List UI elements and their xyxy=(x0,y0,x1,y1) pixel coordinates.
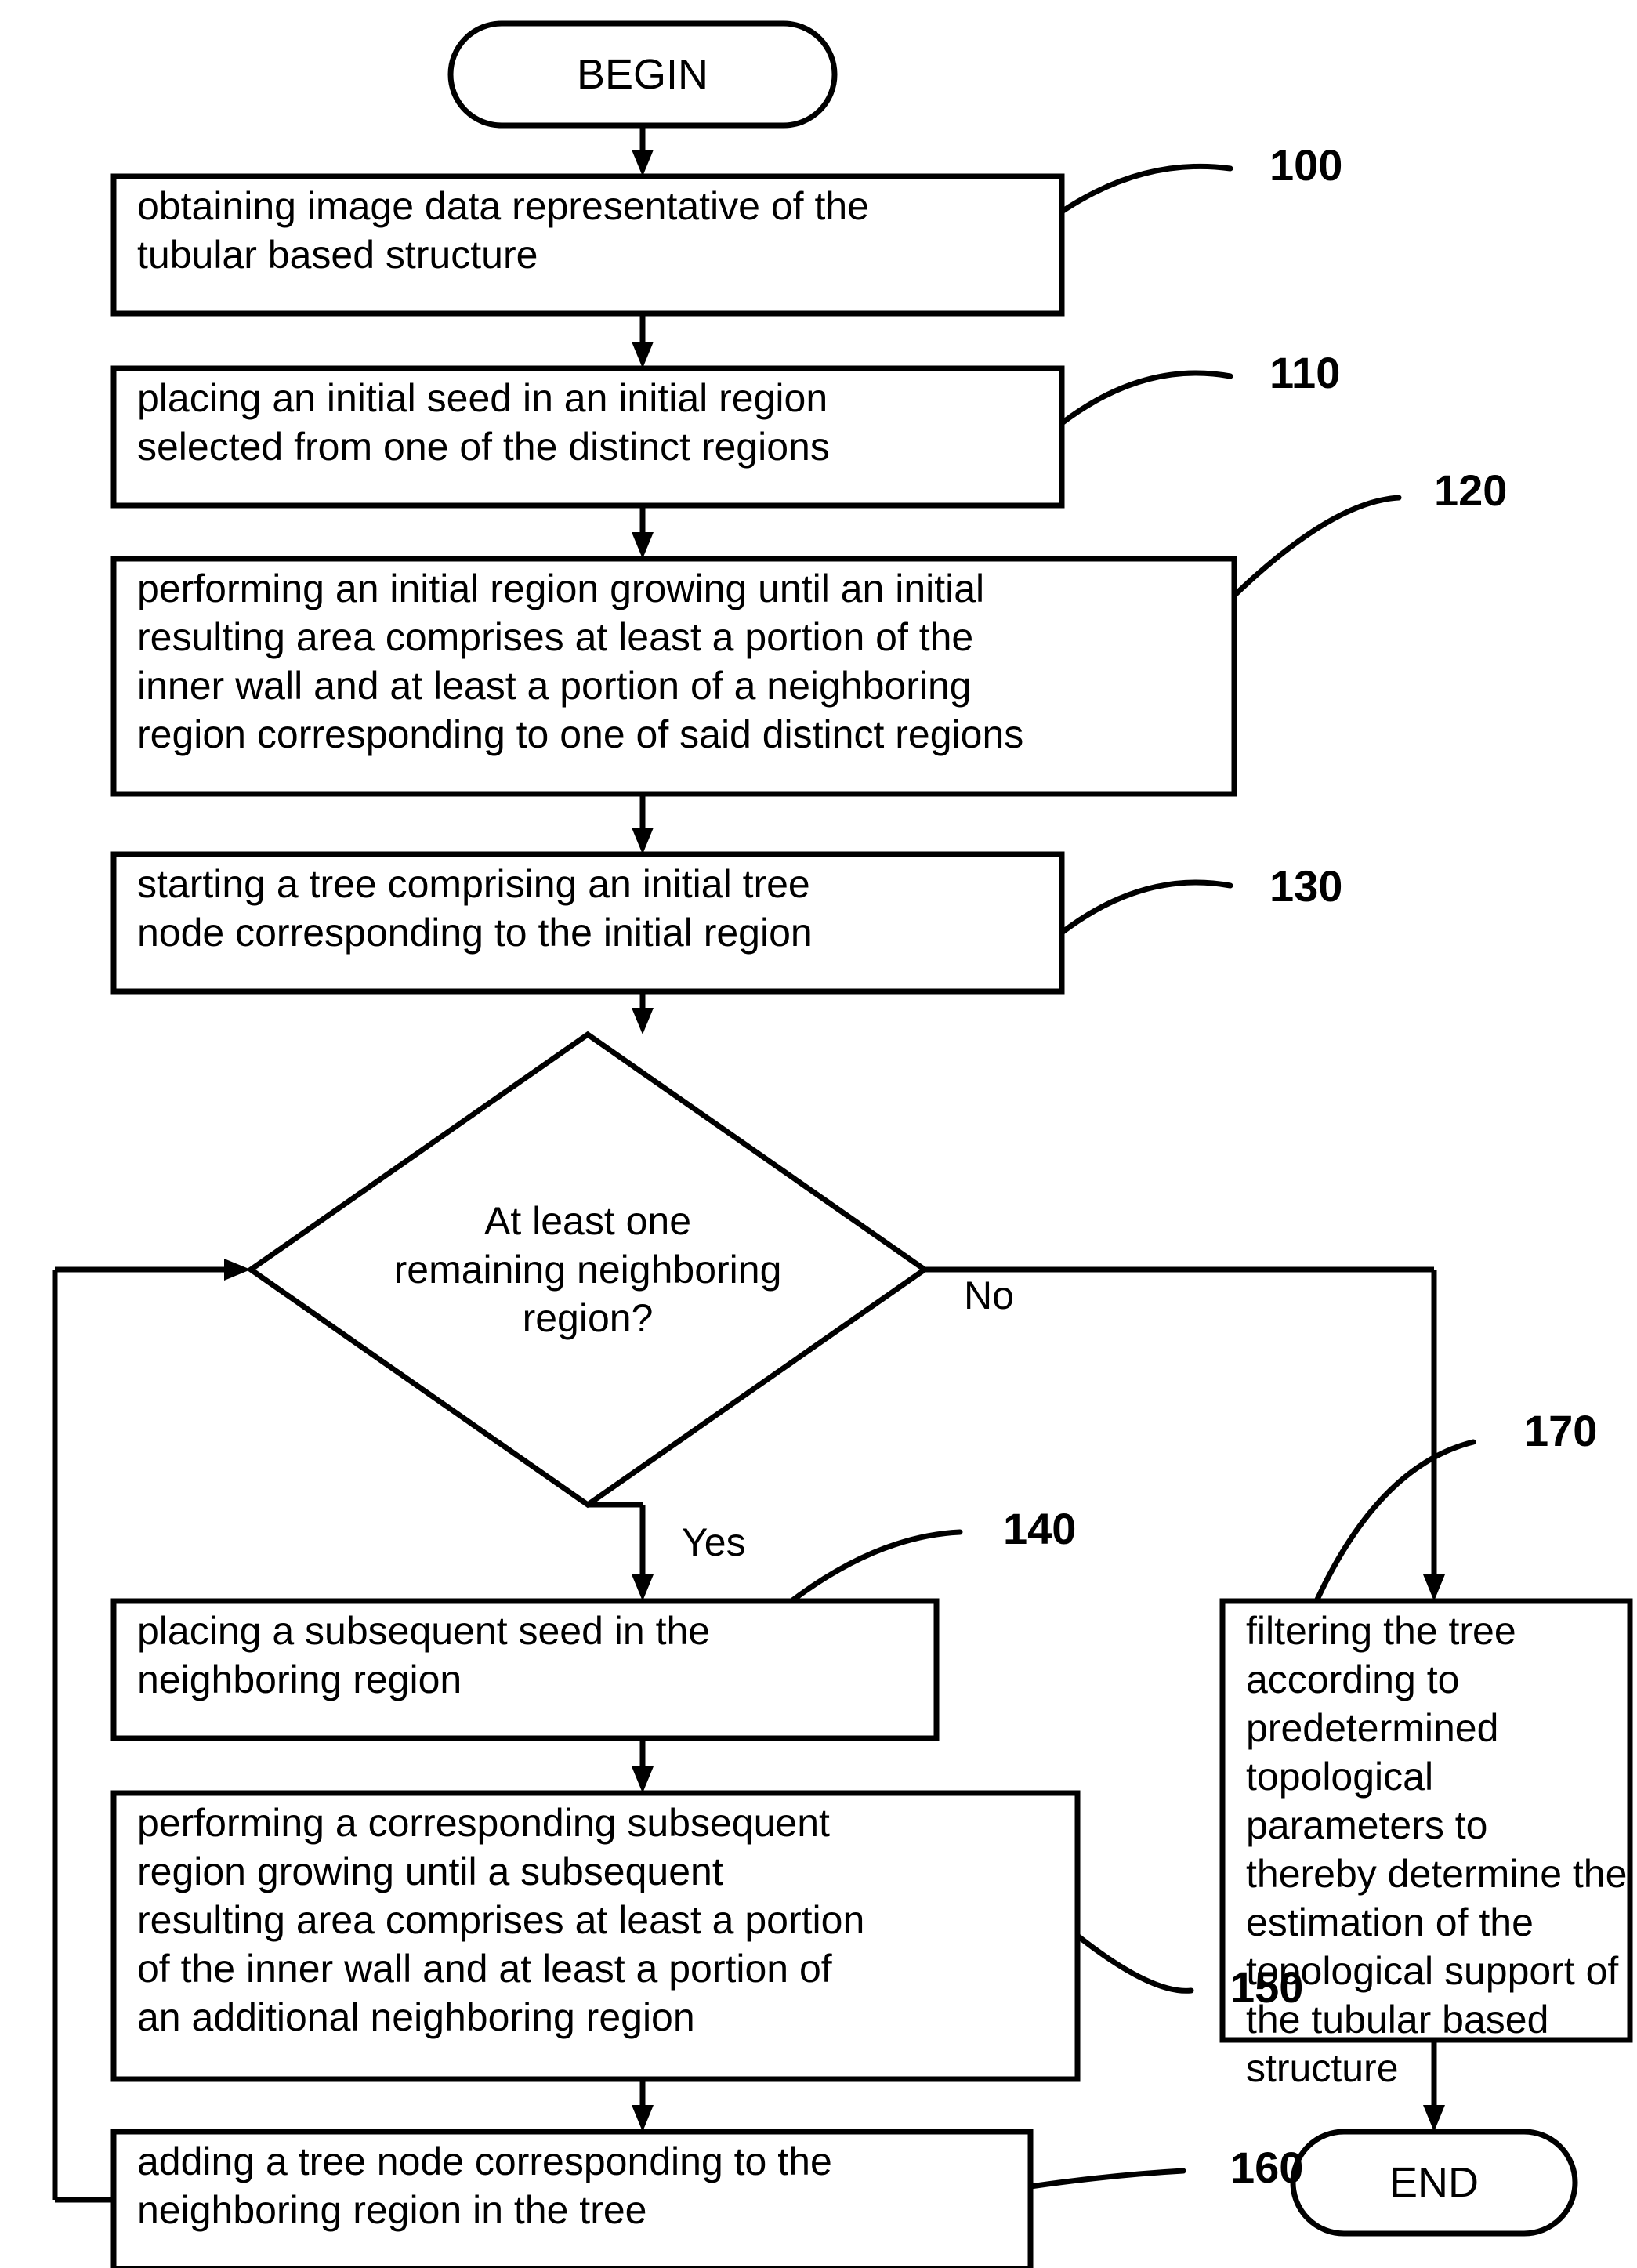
flowchart-diagram: Yes No BEGIN obtaining image data represent… xyxy=(0,0,1637,2268)
edge-label-no: No xyxy=(964,1273,1014,1317)
node-n160-line-1: neighboring region in the tree xyxy=(137,2188,646,2232)
node-n170: filtering the tree according to predetermi… xyxy=(1222,1601,1630,2090)
node-n170-line-9: structure xyxy=(1246,2046,1399,2090)
node-dec-line-0: At least one xyxy=(484,1199,691,1243)
node-end: END xyxy=(1293,2132,1575,2234)
node-n150-line-2: resulting area comprises at least a port… xyxy=(137,1898,864,1942)
node-dec-line-1: remaining neighboring xyxy=(394,1248,782,1292)
node-n100-line-1: tubular based structure xyxy=(137,233,538,277)
node-n170-line-4: parameters to xyxy=(1246,1803,1487,1847)
node-n150-line-0: performing a corresponding subsequent xyxy=(137,1801,830,1845)
node-n120-line-2: inner wall and at least a portion of a n… xyxy=(137,664,972,708)
node-n170-line-5: thereby determine the xyxy=(1246,1852,1627,1896)
node-n130-line-0: starting a tree comprising an initial tr… xyxy=(137,862,810,906)
node-n120: performing an initial region growing unt… xyxy=(114,559,1234,794)
node-n170-line-2: predetermined xyxy=(1246,1706,1498,1750)
callout-label-150: 150 xyxy=(1230,1962,1303,2012)
callout-label-100: 100 xyxy=(1269,140,1342,190)
node-n110: placing an initial seed in an initial re… xyxy=(114,368,1062,505)
node-dec: At least one remaining neighboringregion? xyxy=(251,1034,925,1505)
node-n120-line-3: region corresponding to one of said dist… xyxy=(137,712,1023,756)
callout-label-130: 130 xyxy=(1269,861,1342,911)
callout-label-110: 110 xyxy=(1269,348,1340,397)
node-n150-line-1: region growing until a subsequent xyxy=(137,1850,723,1893)
node-begin: BEGIN xyxy=(451,24,835,125)
node-n130-line-1: node corresponding to the initial region xyxy=(137,911,813,955)
callout-label-140: 140 xyxy=(1003,1504,1076,1553)
node-n170-line-6: estimation of the xyxy=(1246,1900,1534,1944)
node-n100: obtaining image data representative of t… xyxy=(114,176,1062,313)
node-n150: performing a corresponding subsequent reg… xyxy=(114,1793,1077,2079)
node-n120-line-0: performing an initial region growing unt… xyxy=(137,567,984,610)
node-n170-line-3: topological xyxy=(1246,1755,1433,1799)
node-n120-line-1: resulting area comprises at least a port… xyxy=(137,615,973,659)
node-dec-line-2: region? xyxy=(523,1296,654,1340)
node-n150-line-4: an additional neighboring region xyxy=(137,1995,695,2039)
node-n140-line-0: placing a subsequent seed in the xyxy=(137,1609,710,1653)
node-n170-line-0: filtering the tree xyxy=(1246,1609,1516,1653)
node-n170-line-1: according to xyxy=(1246,1658,1459,1701)
node-begin-text: BEGIN xyxy=(577,51,708,98)
node-n140-line-1: neighboring region xyxy=(137,1658,462,1701)
node-n130: starting a tree comprising an initial tr… xyxy=(114,854,1062,991)
node-n140: placing a subsequent seed in the neighbor… xyxy=(114,1601,936,1738)
callout-label-120: 120 xyxy=(1434,466,1507,515)
node-n110-line-0: placing an initial seed in an initial re… xyxy=(137,376,828,420)
node-n160-line-0: adding a tree node corresponding to the xyxy=(137,2139,832,2183)
callout-label-170: 170 xyxy=(1524,1406,1597,1455)
node-n110-line-1: selected from one of the distinct region… xyxy=(137,425,830,469)
callout-label-160: 160 xyxy=(1230,2143,1303,2192)
node-n100-line-0: obtaining image data representative of t… xyxy=(137,184,869,228)
node-n150-line-3: of the inner wall and at least a portion… xyxy=(137,1947,832,1991)
node-n160: adding a tree node corresponding to the n… xyxy=(114,2132,1030,2268)
node-end-text: END xyxy=(1389,2159,1479,2206)
edge-label-yes: Yes xyxy=(682,1520,746,1564)
